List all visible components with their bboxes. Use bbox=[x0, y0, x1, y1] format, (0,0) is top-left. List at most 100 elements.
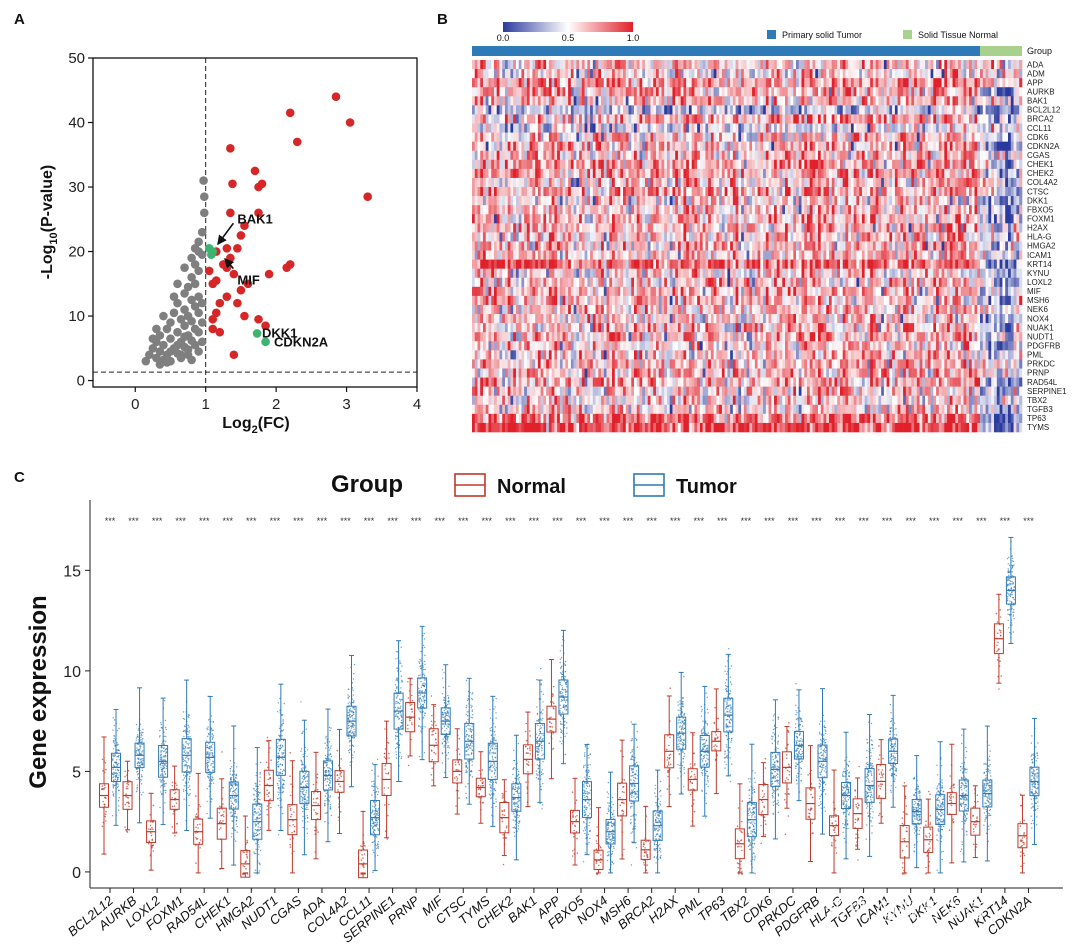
heatmap-cell bbox=[969, 132, 973, 142]
heatmap-cell bbox=[938, 196, 942, 206]
heatmap-cell bbox=[779, 69, 783, 79]
heatmap-cell bbox=[493, 123, 498, 133]
heatmap-cell bbox=[661, 232, 665, 242]
heatmap-cell bbox=[834, 132, 838, 142]
heatmap-cell bbox=[936, 168, 940, 179]
heatmap-cell bbox=[655, 250, 660, 260]
heatmap-cell bbox=[839, 159, 844, 170]
heatmap-cell bbox=[639, 214, 643, 224]
heatmap-cell bbox=[867, 150, 871, 161]
heatmap-cell bbox=[1016, 105, 1020, 115]
heatmap-cell bbox=[801, 60, 805, 70]
heatmap-cell bbox=[831, 114, 835, 124]
heatmap-cell bbox=[982, 223, 986, 233]
colorbar bbox=[503, 22, 633, 32]
heatmap-cell bbox=[1002, 123, 1006, 133]
heatmap-cell bbox=[994, 232, 998, 242]
heatmap-cell bbox=[861, 87, 865, 97]
heatmap-cell bbox=[521, 114, 525, 124]
heatmap-cell bbox=[815, 159, 819, 170]
heatmap-cell bbox=[831, 214, 835, 224]
heatmap-cell bbox=[559, 123, 563, 133]
heatmap-cell bbox=[938, 87, 942, 97]
heatmap-cell bbox=[952, 232, 956, 242]
heatmap-cell bbox=[765, 96, 769, 106]
heatmap-cell bbox=[765, 78, 769, 88]
heatmap-cell bbox=[870, 96, 874, 106]
heatmap-cell bbox=[502, 123, 506, 133]
heatmap-cell bbox=[1013, 87, 1017, 97]
heatmap-cell bbox=[669, 150, 673, 161]
heatmap-cell bbox=[661, 250, 665, 260]
heatmap-cell bbox=[925, 250, 929, 260]
heatmap-cell bbox=[653, 150, 657, 161]
heatmap-cell bbox=[875, 259, 879, 269]
heatmap-cell bbox=[842, 96, 846, 106]
heatmap-cell bbox=[848, 241, 852, 251]
heatmap-cell bbox=[623, 187, 627, 197]
heatmap-cell bbox=[996, 96, 1000, 106]
heatmap-cell bbox=[480, 277, 484, 288]
heatmap-cell bbox=[713, 123, 717, 133]
heatmap-cell bbox=[754, 259, 758, 269]
heatmap-cell bbox=[966, 259, 970, 269]
heatmap-cell bbox=[499, 105, 503, 115]
heatmap-cell bbox=[864, 241, 868, 251]
heatmap-cell bbox=[754, 141, 758, 152]
heatmap-cell bbox=[911, 177, 915, 188]
heatmap-cell bbox=[754, 60, 758, 70]
heatmap-cell bbox=[721, 250, 725, 260]
heatmap-cell bbox=[779, 114, 783, 124]
heatmap-cell bbox=[628, 205, 632, 215]
heatmap-cell bbox=[576, 268, 580, 279]
heatmap-cell bbox=[796, 205, 800, 215]
heatmap-cell bbox=[559, 214, 563, 224]
heatmap-cell bbox=[491, 87, 495, 97]
heatmap-cell bbox=[859, 241, 863, 251]
heatmap-cell bbox=[1013, 141, 1017, 152]
heatmap-cell bbox=[798, 187, 802, 197]
heatmap-cell bbox=[859, 114, 863, 124]
heatmap-cell bbox=[850, 214, 854, 224]
heatmap-cell bbox=[848, 223, 852, 233]
heatmap-cell bbox=[628, 196, 632, 206]
heatmap-cell bbox=[592, 96, 596, 106]
heatmap-cell bbox=[526, 214, 530, 224]
heatmap-cell bbox=[746, 223, 750, 233]
heatmap-cell bbox=[859, 187, 863, 197]
heatmap-cell bbox=[785, 259, 789, 269]
heatmap-cell bbox=[949, 250, 953, 260]
heatmap-cell bbox=[757, 114, 761, 124]
heatmap-cell bbox=[732, 96, 736, 106]
heatmap-cell bbox=[738, 187, 742, 197]
heatmap-cell bbox=[883, 60, 887, 70]
heatmap-cell bbox=[493, 141, 498, 152]
heatmap-cell bbox=[518, 132, 522, 142]
heatmap-cell bbox=[680, 223, 684, 233]
heatmap-cell bbox=[958, 259, 962, 269]
heatmap-cell bbox=[730, 60, 734, 70]
heatmap-cell bbox=[919, 196, 923, 206]
heatmap-cell bbox=[518, 150, 522, 161]
heatmap-cell bbox=[999, 60, 1003, 70]
heatmap-cell bbox=[705, 223, 709, 233]
heatmap-cell bbox=[592, 123, 596, 133]
heatmap-cell bbox=[680, 187, 684, 197]
heatmap-cell bbox=[839, 69, 844, 79]
heatmap-cell bbox=[669, 105, 673, 115]
heatmap-cell bbox=[477, 105, 481, 115]
heatmap-cell bbox=[710, 159, 714, 170]
heatmap-cell bbox=[958, 241, 962, 251]
heatmap-cell bbox=[958, 87, 962, 97]
heatmap-cell bbox=[576, 150, 580, 161]
heatmap-cell bbox=[677, 150, 681, 161]
heatmap-cell bbox=[1013, 250, 1017, 260]
heatmap-cell bbox=[831, 232, 835, 242]
heatmap-cell bbox=[521, 277, 525, 288]
heatmap-cell bbox=[988, 268, 992, 279]
heatmap-cell bbox=[966, 250, 970, 260]
heatmap-cell bbox=[936, 141, 940, 152]
heatmap-cell bbox=[625, 168, 629, 179]
heatmap-cell bbox=[927, 69, 931, 79]
heatmap-cell bbox=[735, 250, 739, 260]
